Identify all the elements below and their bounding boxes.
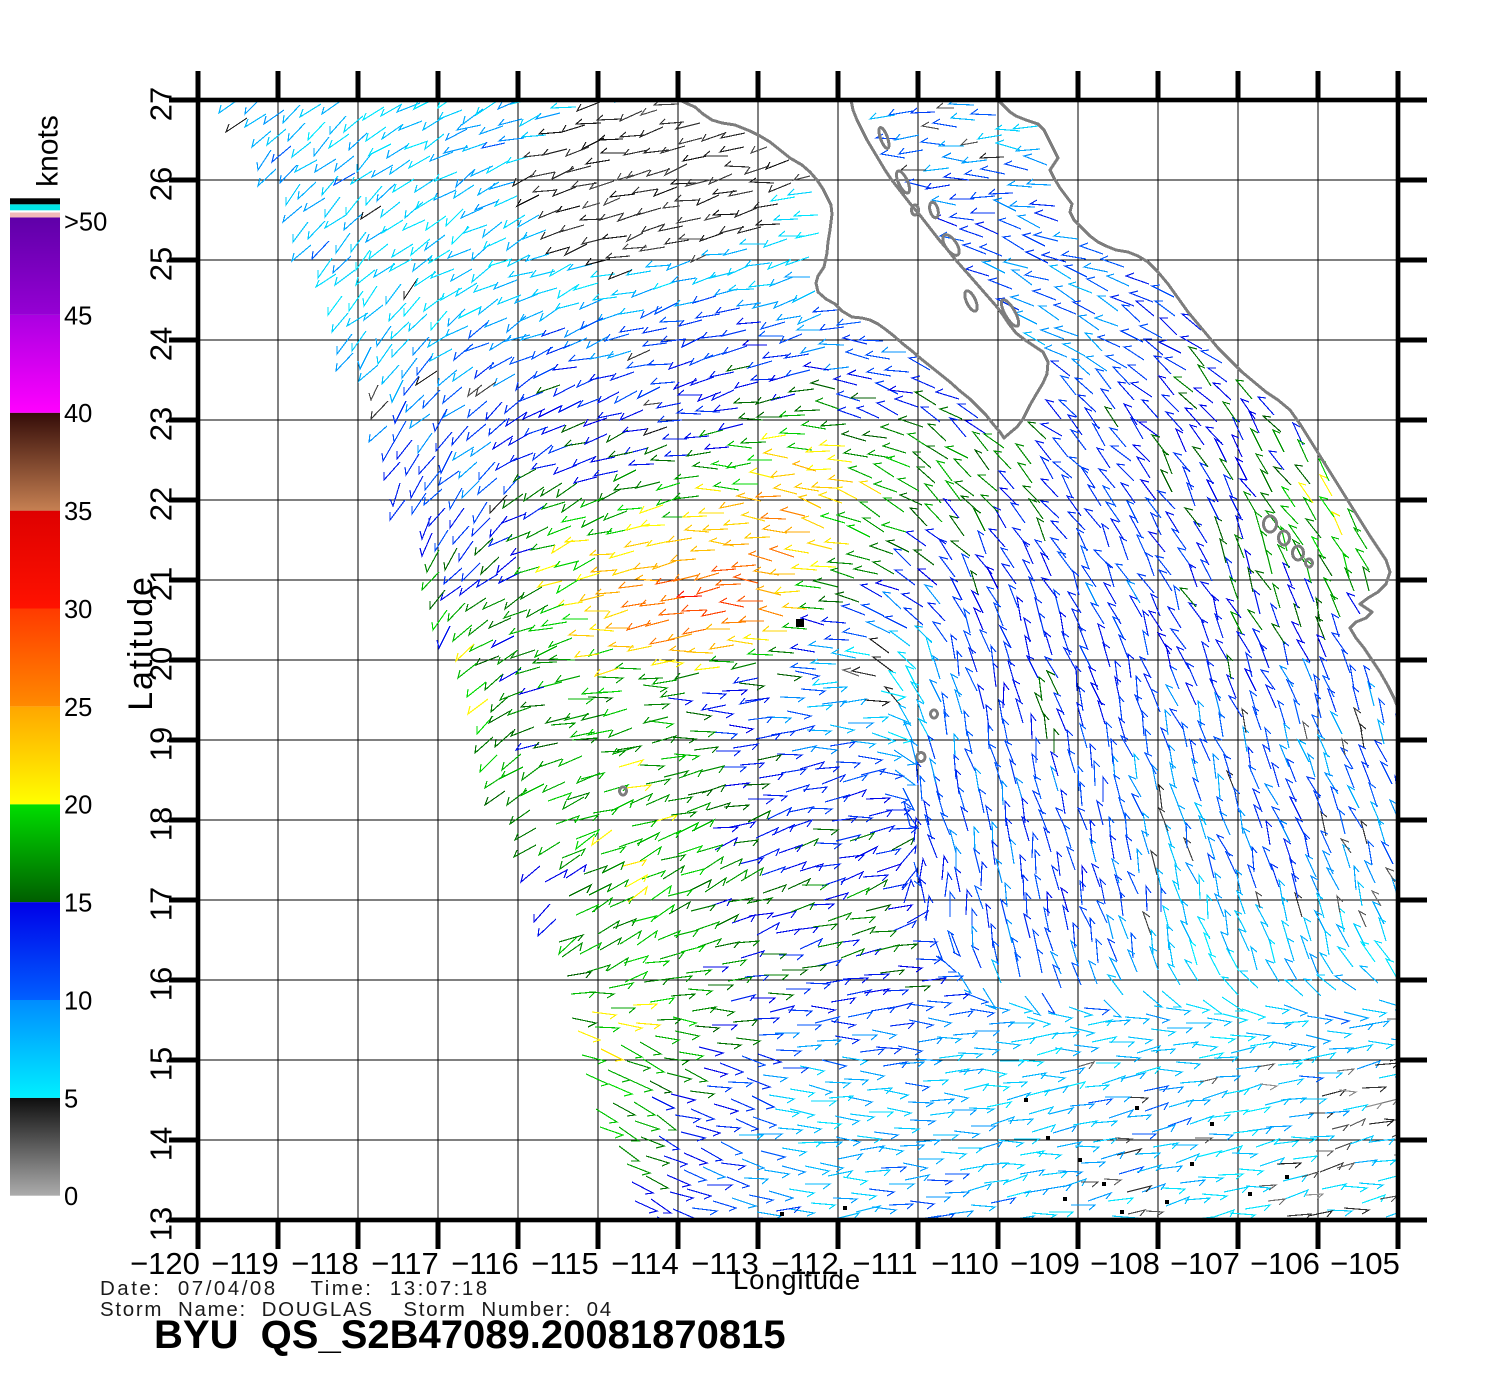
svg-text:−117: −117 xyxy=(371,1246,439,1281)
svg-text:−108: −108 xyxy=(1090,1246,1160,1281)
svg-text:19: 19 xyxy=(144,727,179,761)
svg-text:>50: >50 xyxy=(64,209,107,237)
svg-text:−107: −107 xyxy=(1170,1246,1240,1281)
svg-text:23: 23 xyxy=(144,407,179,441)
svg-text:−120: −120 xyxy=(130,1246,200,1281)
svg-text:15: 15 xyxy=(64,890,92,918)
svg-text:5: 5 xyxy=(64,1085,78,1113)
svg-text:−105: −105 xyxy=(1330,1246,1400,1281)
svg-text:−114: −114 xyxy=(611,1246,679,1281)
svg-text:Date: 07/04/08 Time: 13:0: Date: 07/04/08 Time: 13:07:18 xyxy=(100,1277,490,1300)
svg-text:35: 35 xyxy=(64,498,92,526)
svg-text:24: 24 xyxy=(144,327,179,361)
svg-text:18: 18 xyxy=(144,807,179,841)
svg-text:13: 13 xyxy=(144,1207,179,1241)
svg-text:−115: −115 xyxy=(531,1246,599,1281)
svg-text:17: 17 xyxy=(144,887,179,921)
svg-text:16: 16 xyxy=(144,967,179,1001)
svg-text:−111: −111 xyxy=(852,1246,917,1281)
svg-text:15: 15 xyxy=(144,1047,179,1081)
svg-text:−110: −110 xyxy=(931,1246,999,1281)
svg-text:45: 45 xyxy=(64,302,92,330)
svg-text:10: 10 xyxy=(64,988,92,1016)
svg-text:14: 14 xyxy=(144,1127,179,1161)
svg-text:25: 25 xyxy=(144,247,179,281)
svg-text:Storm Name: DOUGLAS Storm: Storm Name: DOUGLAS Storm Number: 04 xyxy=(100,1298,613,1321)
svg-text:21: 21 xyxy=(144,567,179,601)
svg-text:knots: knots xyxy=(32,115,65,187)
svg-text:27: 27 xyxy=(144,87,179,121)
svg-text:25: 25 xyxy=(64,694,92,722)
svg-text:30: 30 xyxy=(64,596,92,624)
svg-text:0: 0 xyxy=(64,1183,78,1211)
svg-text:−106: −106 xyxy=(1250,1246,1320,1281)
svg-text:Latitude: Latitude xyxy=(122,575,160,710)
svg-text:BYU QS_S2B47089.20081870815: BYU QS_S2B47089.20081870815 xyxy=(154,1313,786,1357)
svg-text:−112: −112 xyxy=(771,1246,839,1281)
svg-text:22: 22 xyxy=(144,487,179,521)
svg-text:−118: −118 xyxy=(291,1246,359,1281)
svg-text:−109: −109 xyxy=(1010,1246,1080,1281)
svg-text:−113: −113 xyxy=(691,1246,759,1281)
svg-text:−116: −116 xyxy=(451,1246,519,1281)
svg-text:20: 20 xyxy=(64,792,92,820)
svg-text:Longitude: Longitude xyxy=(733,1264,861,1295)
svg-text:20: 20 xyxy=(144,647,179,681)
svg-text:26: 26 xyxy=(144,167,179,201)
svg-text:−119: −119 xyxy=(211,1246,279,1281)
svg-text:40: 40 xyxy=(64,400,92,428)
